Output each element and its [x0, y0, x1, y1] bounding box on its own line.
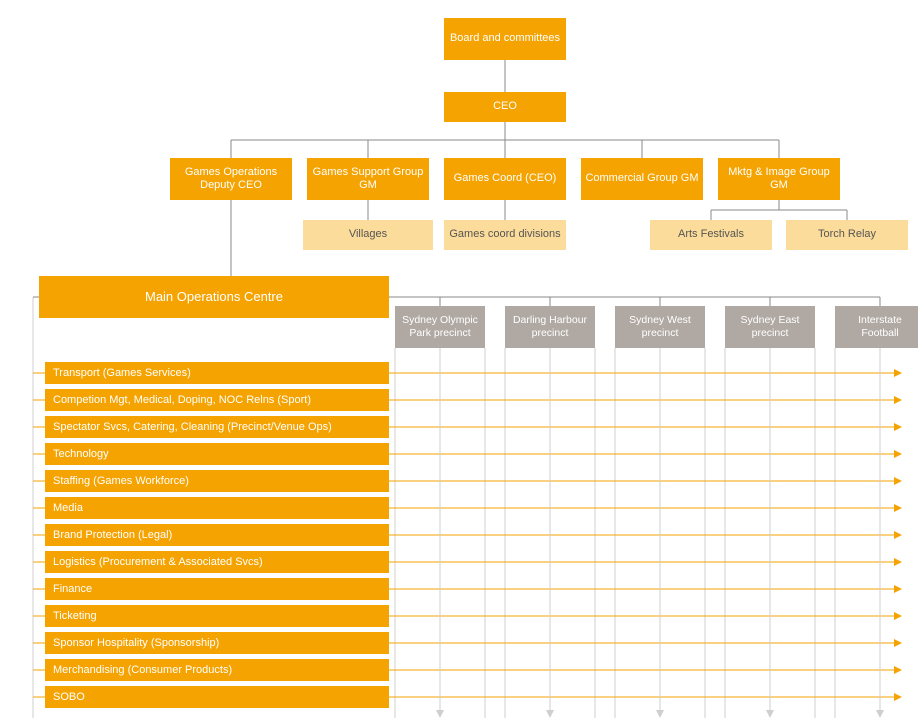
node-games_ops: Games Operations Deputy CEO: [170, 158, 292, 200]
node-coord_div: Games coord divisions: [444, 220, 566, 250]
service-row-4: Staffing (Games Workforce): [45, 470, 389, 492]
service-row-10: Sponsor Hospitality (Sponsorship): [45, 632, 389, 654]
service-row-8: Finance: [45, 578, 389, 600]
precinct-1: Darling Harbour precinct: [505, 306, 595, 348]
service-row-0: Transport (Games Services): [45, 362, 389, 384]
node-main-operations-centre: Main Operations Centre: [39, 276, 389, 318]
node-torch: Torch Relay: [786, 220, 908, 250]
precinct-4: Interstate Football: [835, 306, 918, 348]
precinct-0: Sydney Olympic Park precinct: [395, 306, 485, 348]
node-mktg: Mktg & Image Group GM: [718, 158, 840, 200]
service-row-11: Merchandising (Consumer Products): [45, 659, 389, 681]
node-games_coord: Games Coord (CEO): [444, 158, 566, 200]
node-board: Board and committees: [444, 18, 566, 60]
org-chart-canvas: Board and committees CEO Games Operations …: [0, 0, 918, 726]
node-commercial: Commercial Group GM: [581, 158, 703, 200]
service-row-1: Competion Mgt, Medical, Doping, NOC Reln…: [45, 389, 389, 411]
service-row-7: Logistics (Procurement & Associated Svcs…: [45, 551, 389, 573]
service-row-3: Technology: [45, 443, 389, 465]
precinct-2: Sydney West precinct: [615, 306, 705, 348]
node-arts: Arts Festivals: [650, 220, 772, 250]
precinct-3: Sydney East precinct: [725, 306, 815, 348]
service-row-12: SOBO: [45, 686, 389, 708]
service-row-5: Media: [45, 497, 389, 519]
service-row-6: Brand Protection (Legal): [45, 524, 389, 546]
node-games_supp: Games Support Group GM: [307, 158, 429, 200]
service-row-2: Spectator Svcs, Catering, Cleaning (Prec…: [45, 416, 389, 438]
service-row-9: Ticketing: [45, 605, 389, 627]
node-villages: Villages: [303, 220, 433, 250]
node-ceo: CEO: [444, 92, 566, 122]
